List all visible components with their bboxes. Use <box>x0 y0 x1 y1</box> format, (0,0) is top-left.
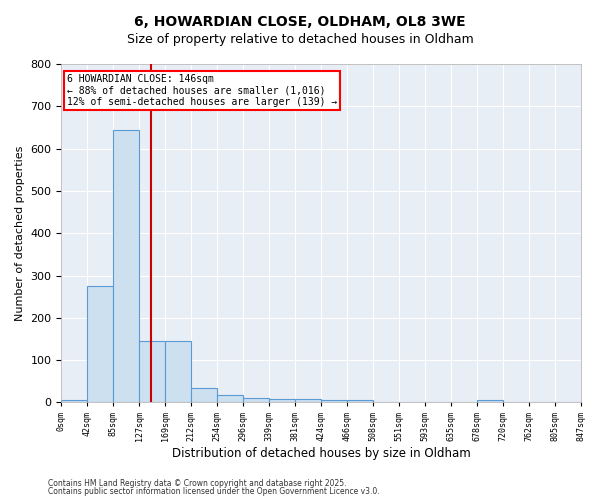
Bar <box>243 398 269 402</box>
Bar <box>191 388 217 402</box>
Text: Contains HM Land Registry data © Crown copyright and database right 2025.: Contains HM Land Registry data © Crown c… <box>48 478 347 488</box>
Bar <box>217 395 243 402</box>
Text: Contains public sector information licensed under the Open Government Licence v3: Contains public sector information licen… <box>48 487 380 496</box>
X-axis label: Distribution of detached houses by size in Oldham: Distribution of detached houses by size … <box>172 447 470 460</box>
Bar <box>88 286 113 403</box>
Text: Size of property relative to detached houses in Oldham: Size of property relative to detached ho… <box>127 32 473 46</box>
Bar <box>321 400 347 402</box>
Bar <box>347 400 373 402</box>
Text: 6 HOWARDIAN CLOSE: 146sqm
← 88% of detached houses are smaller (1,016)
12% of se: 6 HOWARDIAN CLOSE: 146sqm ← 88% of detac… <box>67 74 337 108</box>
Bar <box>113 130 139 402</box>
Bar <box>165 341 191 402</box>
Bar <box>139 341 165 402</box>
Text: 6, HOWARDIAN CLOSE, OLDHAM, OL8 3WE: 6, HOWARDIAN CLOSE, OLDHAM, OL8 3WE <box>134 15 466 29</box>
Y-axis label: Number of detached properties: Number of detached properties <box>15 146 25 321</box>
Bar <box>476 400 503 402</box>
Bar <box>295 399 321 402</box>
Bar <box>269 399 295 402</box>
Bar <box>61 400 88 402</box>
